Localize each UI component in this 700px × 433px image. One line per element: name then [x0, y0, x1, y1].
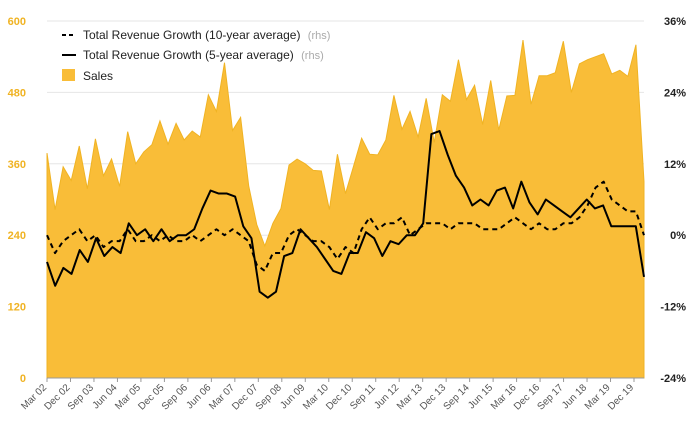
- legend-label-sales: Sales: [83, 69, 113, 83]
- legend-label-10yr: Total Revenue Growth (10-year average) (…: [83, 28, 330, 42]
- y-axis-left-ticks: 0 120 240 360 480 600: [8, 16, 26, 385]
- y-left-tick-label: 240: [8, 230, 26, 242]
- growth-10yr-line: [46, 180, 645, 272]
- x-tick-label: Sep 14: [442, 382, 472, 412]
- y-left-tick-label: 360: [8, 159, 26, 171]
- growth-lines-layer: [46, 130, 645, 299]
- y-right-tick-label: 12%: [664, 159, 686, 171]
- y-right-tick-label: 24%: [664, 87, 686, 99]
- x-tick-label: Dec 10: [324, 382, 354, 412]
- x-tick-label: Sep 06: [160, 382, 190, 412]
- y-right-tick-label: 36%: [664, 16, 686, 28]
- y-left-tick-label: 600: [8, 16, 26, 28]
- y-right-tick-label: -12%: [660, 302, 686, 314]
- x-tick-label: Sep 11: [348, 382, 378, 412]
- legend-label-5yr: Total Revenue Growth (5-year average) (r…: [83, 48, 324, 62]
- sales-area: [46, 39, 645, 379]
- y-right-tick-label: -24%: [660, 373, 686, 385]
- sales-area-layer: [46, 39, 645, 379]
- x-tick-label: Sep 03: [66, 382, 96, 412]
- x-tick-label: Sep 08: [254, 382, 284, 412]
- y-left-tick-label: 120: [8, 302, 26, 314]
- y-right-tick-label: 0%: [670, 230, 686, 242]
- legend-swatch-sales: [62, 69, 75, 81]
- x-tick-label: Dec 19: [606, 382, 636, 412]
- legend: Total Revenue Growth (10-year average) (…: [62, 28, 330, 83]
- y-axis-right-ticks: -24% -12% 0% 12% 24% 36%: [660, 16, 686, 385]
- y-left-tick-label: 480: [8, 87, 26, 99]
- x-tick-label: Sep 17: [535, 382, 565, 412]
- y-left-tick-label: 0: [20, 373, 26, 385]
- growth-5yr-line: [46, 130, 645, 299]
